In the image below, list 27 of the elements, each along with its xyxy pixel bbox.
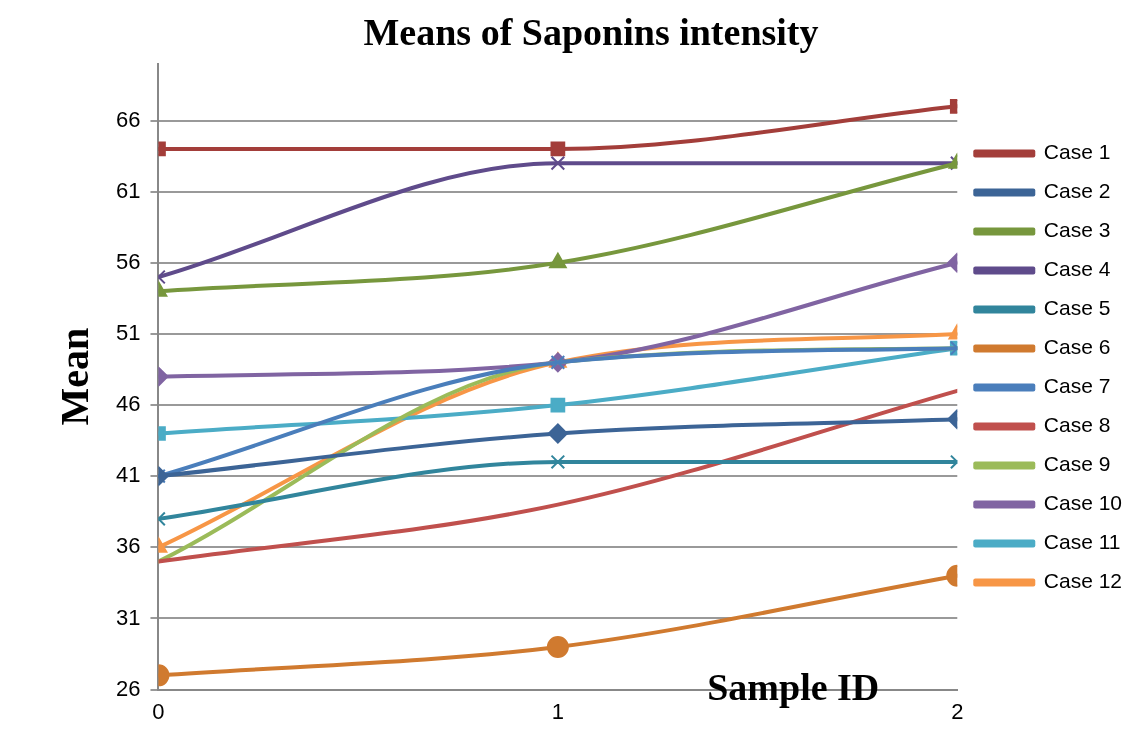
legend-label: Case 8: [1043, 413, 1111, 437]
legend-label: Case 10: [1043, 491, 1122, 515]
legend-label: Case 1: [1043, 140, 1111, 164]
x-tick-label: 2: [951, 698, 964, 724]
x-tick-label: 1: [551, 698, 564, 724]
legend-label: Case 7: [1043, 374, 1111, 398]
legend-label: Case 6: [1043, 335, 1111, 359]
x-axis-title: Sample ID: [707, 666, 880, 709]
legend-label: Case 12: [1043, 569, 1122, 593]
y-tick-label: 66: [115, 106, 141, 132]
legend-label: Case 3: [1043, 218, 1111, 242]
legend-label: Case 9: [1043, 452, 1111, 476]
y-tick-label: 46: [115, 391, 141, 417]
y-tick-label: 41: [115, 462, 141, 488]
legend-label: Case 11: [1043, 530, 1121, 554]
legend-label: Case 2: [1043, 179, 1111, 203]
legend-label: Case 5: [1043, 296, 1111, 320]
y-axis-title: Mean: [52, 327, 98, 426]
chart-title: Means of Saponins intensity: [363, 10, 819, 53]
legend-label: Case 4: [1043, 257, 1111, 281]
y-tick-label: 56: [115, 248, 141, 274]
x-tick-label: 0: [152, 698, 165, 724]
y-tick-label: 36: [115, 533, 141, 559]
y-tick-label: 51: [115, 319, 141, 345]
y-tick-label: 31: [115, 604, 141, 630]
y-tick-label: 26: [115, 675, 141, 701]
y-tick-label: 61: [115, 177, 141, 203]
